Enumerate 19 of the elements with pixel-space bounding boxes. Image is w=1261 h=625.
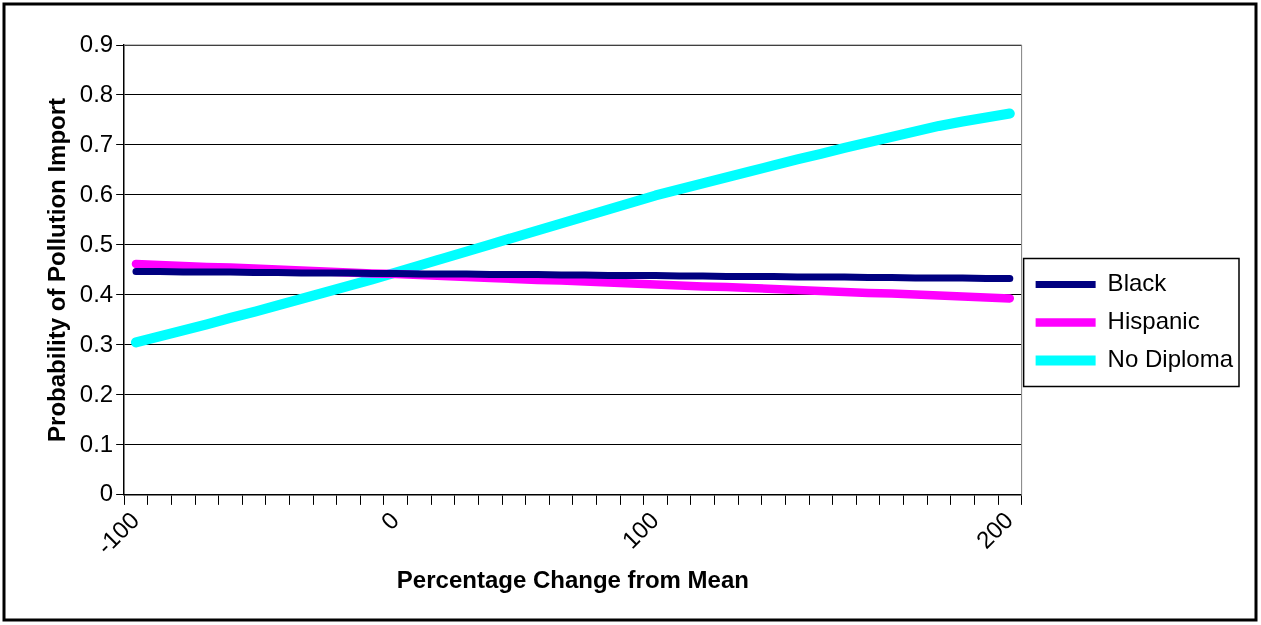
- x-tick-label: -100: [91, 506, 145, 560]
- y-tick-label: 0.3: [79, 329, 114, 357]
- y-tick-label: 0.6: [79, 179, 114, 207]
- x-tick-label: 0: [375, 506, 404, 535]
- legend-label: Black: [1107, 269, 1168, 297]
- legend-label: Hispanic: [1107, 307, 1200, 335]
- x-tick-label: 200: [970, 506, 1019, 554]
- y-tick-label: 0.8: [79, 79, 114, 107]
- y-tick-label: 0.1: [79, 429, 114, 457]
- y-tick-label: 0.5: [79, 229, 114, 257]
- y-axis-title: Probability of Pollution Import: [43, 97, 71, 442]
- x-axis-title: Percentage Change from Mean: [396, 566, 749, 594]
- x-tick-label: 100: [616, 506, 664, 554]
- y-tick-label: 0.7: [79, 129, 114, 157]
- y-tick-label: 0.4: [79, 279, 114, 307]
- y-tick-label: 0.2: [79, 379, 114, 407]
- y-tick-label: 0.9: [79, 29, 114, 57]
- y-tick-label: 0: [99, 479, 114, 507]
- legend-label: No Diploma: [1107, 345, 1234, 373]
